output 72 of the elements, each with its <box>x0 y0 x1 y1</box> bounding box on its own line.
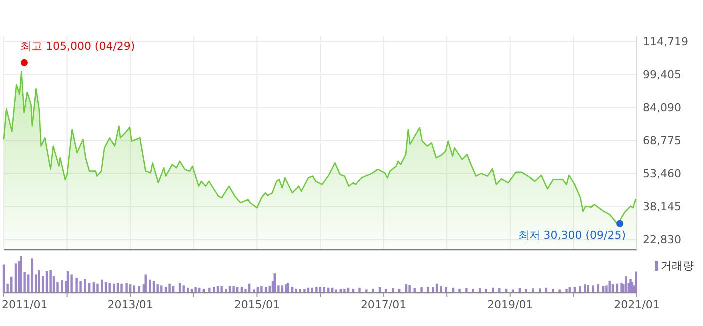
bar <box>498 288 501 293</box>
y-tick-label: 84,090 <box>643 101 682 114</box>
x-tick-label: 2017/01 <box>360 298 407 312</box>
bar <box>625 276 628 293</box>
bar <box>458 288 461 293</box>
bar <box>344 288 346 293</box>
bar <box>408 285 411 293</box>
bar <box>466 288 468 293</box>
bar <box>620 283 623 293</box>
bar <box>232 286 235 293</box>
bar <box>566 288 568 293</box>
bar <box>420 288 423 293</box>
bar <box>182 286 185 293</box>
bar <box>558 290 561 293</box>
bar <box>299 288 302 293</box>
bar <box>76 278 78 293</box>
bar <box>120 284 123 293</box>
bar <box>485 288 488 293</box>
annotation: 최고 105,000 (04/29) <box>20 40 136 66</box>
annotation: 최저 30,300 (09/25) <box>518 228 626 242</box>
y-tick-label: 53,460 <box>643 168 682 180</box>
y-tick-label: 99,405 <box>643 68 682 82</box>
bar <box>427 287 430 293</box>
bar <box>432 288 434 293</box>
y-tick-label: 38,145 <box>643 200 682 214</box>
bar <box>194 288 197 293</box>
bar <box>525 288 528 293</box>
bar <box>304 288 306 293</box>
bar <box>113 284 116 293</box>
legend: 거래량 <box>655 260 694 272</box>
bar <box>2 264 6 293</box>
x-tick-label: 2011/01 <box>2 298 48 312</box>
bar <box>366 290 368 293</box>
y-tick-label: 22,830 <box>643 234 682 246</box>
x-tick-label: 2013/01 <box>108 298 154 312</box>
bar <box>20 256 22 293</box>
bar <box>358 288 361 294</box>
x-tick-label: 2021/01 <box>614 298 660 312</box>
bar <box>414 288 416 293</box>
bar <box>584 284 586 293</box>
bar <box>168 284 171 293</box>
y-tick-label: 68,775 <box>643 134 682 148</box>
bar <box>630 279 632 293</box>
bar <box>61 280 64 293</box>
bar <box>213 287 216 293</box>
bar <box>187 288 190 294</box>
bar <box>316 287 318 293</box>
bar <box>208 288 211 294</box>
bar <box>392 288 394 293</box>
bar <box>149 280 152 293</box>
bar <box>156 284 159 293</box>
bar <box>492 288 494 294</box>
bar <box>539 288 542 293</box>
bar <box>31 258 34 293</box>
bar <box>323 287 326 293</box>
bar <box>225 288 228 293</box>
annotation: 최저 30,300 (09/25) <box>518 220 626 242</box>
bar <box>96 284 99 293</box>
bar <box>50 270 52 293</box>
bar <box>635 272 638 293</box>
bar <box>126 283 128 293</box>
annotation: 최고 105,000 (04/29) <box>20 40 136 53</box>
bar <box>70 274 73 293</box>
y-tick-label: 114,719 <box>643 35 688 48</box>
bar <box>220 286 223 293</box>
x-tick-label: 2019/01 <box>488 298 534 312</box>
legend-label: 거래량 <box>661 260 694 272</box>
bar <box>80 281 82 293</box>
bar <box>14 264 18 293</box>
bar <box>101 280 104 293</box>
bar <box>260 286 263 293</box>
x-tick-label: 2015/01 <box>234 298 280 312</box>
